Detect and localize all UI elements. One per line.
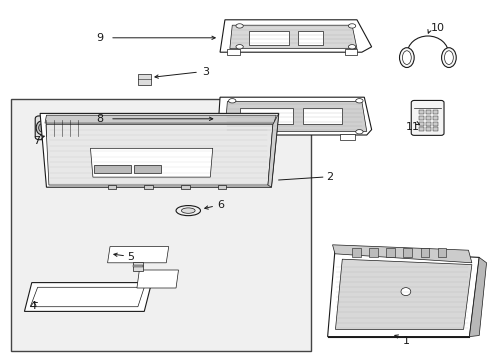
Polygon shape [267, 113, 278, 187]
Text: 8: 8 [97, 114, 103, 124]
Bar [303, 108, 342, 124]
FancyBboxPatch shape [11, 99, 310, 351]
Ellipse shape [347, 24, 355, 28]
Ellipse shape [228, 99, 235, 103]
Text: 3: 3 [202, 67, 208, 77]
Ellipse shape [399, 48, 413, 68]
Polygon shape [327, 250, 478, 337]
Bar [94, 165, 130, 173]
Ellipse shape [441, 48, 455, 68]
Bar [420, 248, 428, 257]
Bar [351, 248, 360, 257]
Text: 10: 10 [430, 23, 444, 33]
Bar [107, 185, 116, 189]
Polygon shape [45, 115, 276, 123]
Bar [368, 248, 377, 257]
FancyBboxPatch shape [35, 116, 94, 140]
Bar [386, 248, 394, 257]
Polygon shape [137, 270, 178, 288]
Text: 9: 9 [97, 33, 103, 43]
Bar [432, 122, 437, 126]
Bar [437, 248, 446, 257]
Ellipse shape [36, 121, 47, 135]
Polygon shape [220, 20, 371, 52]
Text: 2: 2 [326, 172, 333, 182]
FancyBboxPatch shape [410, 100, 443, 135]
Bar [425, 110, 430, 114]
Bar [133, 265, 142, 267]
Polygon shape [332, 245, 471, 263]
Bar [418, 116, 423, 120]
Ellipse shape [235, 45, 243, 49]
Text: 5: 5 [127, 252, 134, 262]
Bar [432, 116, 437, 120]
Bar [138, 74, 150, 85]
Text: 7: 7 [33, 136, 40, 146]
Bar [237, 134, 251, 140]
Bar [425, 122, 430, 126]
Ellipse shape [355, 130, 362, 134]
Text: 1: 1 [402, 336, 408, 346]
Polygon shape [90, 148, 212, 177]
Ellipse shape [347, 45, 355, 49]
Ellipse shape [181, 208, 195, 213]
Ellipse shape [176, 206, 200, 216]
Ellipse shape [402, 51, 410, 64]
Ellipse shape [400, 288, 410, 296]
Text: 6: 6 [217, 200, 224, 210]
Bar [418, 122, 423, 126]
Bar [339, 134, 354, 140]
Ellipse shape [228, 130, 235, 134]
Polygon shape [24, 283, 151, 311]
Bar [249, 31, 288, 45]
Bar [418, 127, 423, 131]
Ellipse shape [444, 51, 452, 64]
Polygon shape [335, 259, 471, 329]
Bar [298, 31, 322, 45]
Bar [134, 165, 161, 173]
Text: 4: 4 [30, 301, 37, 311]
Bar [239, 108, 293, 124]
Bar [227, 49, 239, 55]
Bar [344, 49, 356, 55]
Bar [217, 185, 226, 189]
Bar [144, 185, 153, 189]
Bar [432, 127, 437, 131]
Bar [403, 248, 411, 257]
Bar [418, 110, 423, 114]
Ellipse shape [355, 99, 362, 103]
Text: 11: 11 [406, 122, 419, 132]
Bar [181, 185, 189, 189]
Bar [425, 127, 430, 131]
Bar [425, 116, 430, 120]
Bar [432, 110, 437, 114]
Ellipse shape [39, 124, 44, 132]
Polygon shape [107, 247, 168, 263]
Polygon shape [224, 102, 366, 131]
Polygon shape [468, 257, 486, 337]
Polygon shape [40, 113, 278, 187]
Polygon shape [229, 25, 356, 49]
Ellipse shape [235, 24, 243, 28]
Polygon shape [217, 97, 371, 135]
Polygon shape [46, 125, 272, 185]
Bar [133, 262, 142, 271]
